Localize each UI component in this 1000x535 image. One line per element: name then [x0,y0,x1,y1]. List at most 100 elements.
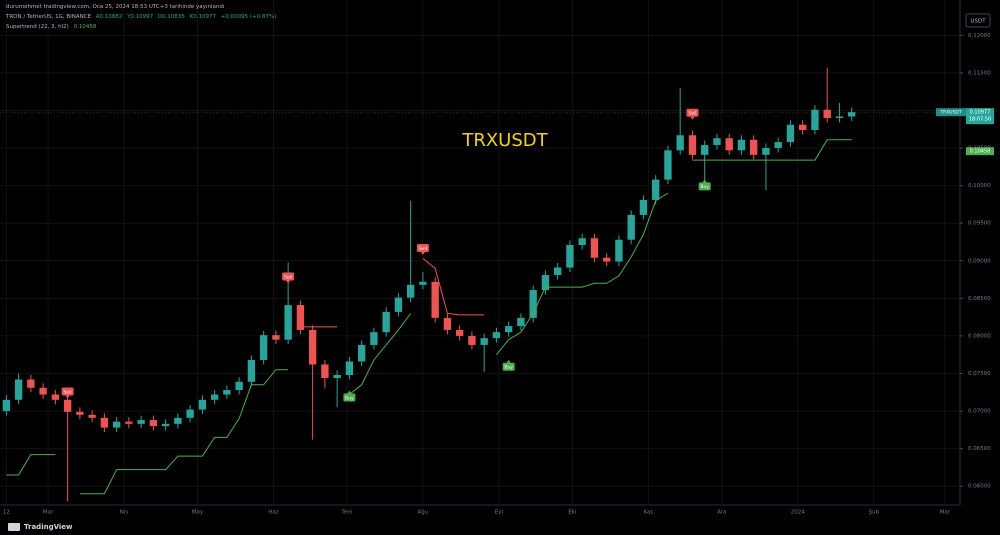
y-tick-label: 0.12000 [968,33,991,39]
candle-body [14,379,23,400]
candle-body [210,394,219,400]
candle-body [455,329,464,336]
candle-body [615,239,623,262]
candle-body [762,148,770,155]
candle-body [333,374,341,378]
signal-box [61,387,74,396]
candle-body [370,332,378,345]
signal: Buy [698,179,711,191]
ohlc-low: D0.10835 [157,14,185,20]
signal-pointer [702,179,707,183]
candle-body [443,317,452,330]
y-tick-label: 0.07000 [968,409,991,415]
signal-pointer [65,395,70,399]
candle-body [39,387,47,395]
ohlc-close: K0.10977 [189,14,217,20]
candle-body [51,394,60,400]
y-tick-label: 0.09000 [968,258,991,264]
y-tick-label: 0.06000 [968,484,991,490]
candle-body [174,417,182,424]
candle-body [553,267,562,276]
signal-box [343,393,356,402]
candle-body [737,139,746,151]
candle-body [566,244,574,268]
signal: Sell [282,272,295,284]
signal: Sell [416,243,429,255]
signal-label: Buy [345,395,354,401]
x-tick-label: May [192,510,204,516]
candle-body [149,420,158,427]
candle-body [492,332,501,339]
signal-pointer [690,116,695,120]
signal-box [502,362,515,371]
publisher-line: durumehmet tradingview.com, Oca 25, 2024… [6,2,279,12]
candle-body [835,116,844,118]
x-tick-label: 2024 [791,510,805,516]
candle-body [639,199,648,215]
axis-unit: USDT [970,19,986,25]
candle-body [63,399,72,412]
x-tick-label: Ağu [418,509,429,516]
logo-icon [8,523,20,531]
ohlc-high: Y0.10997 [127,14,154,20]
y-tick-label: 0.10000 [968,183,991,189]
candle-body [272,335,280,340]
candle-body [357,344,366,362]
candle-body [76,411,84,415]
signal-label: Sell [688,111,696,117]
candle-body [2,399,11,412]
symbol-tag-box [936,108,966,117]
candle-body [235,381,243,391]
candle-body [676,135,684,151]
indicator-line: Supertrend (22, 3, hl2) 0.10458 [6,22,279,32]
unit-box [965,13,991,28]
candle-body [419,281,427,285]
price-tag-box [966,108,994,125]
candle-body [799,124,807,131]
candle-body [578,238,586,245]
candle-body [603,257,611,262]
signal-label: Sell [284,274,292,280]
candle-body [480,338,488,345]
x-tick-label: Ara [717,510,726,516]
y-tick-label: 0.08500 [968,296,991,302]
signal-box [698,182,711,191]
logo: TradingView [8,523,73,531]
x-tick-label: Kas [643,510,653,516]
candle-body [750,139,758,155]
candle-body [431,281,439,318]
candle-body [161,423,170,427]
ohlc-open: A0.10882 [95,14,123,20]
candle-body [345,361,354,375]
grid [0,0,960,505]
x-tick-label: Tem [340,510,352,516]
signal-pointer [286,280,291,284]
candle-body [627,214,635,240]
candle-body [100,417,109,428]
symbol-tag: TRXUSDT [939,110,962,116]
candle-body [664,150,672,180]
signal-pointer [506,359,511,363]
indicator-name: Supertrend (22, 3, hl2) [6,24,69,30]
y-tick-label: 0.11500 [968,70,991,76]
candle-body [394,297,403,312]
candle-body [541,275,550,291]
price-tag-countdown: 18:07:50 [969,117,991,123]
candle-body [198,399,207,410]
signal-label: Buy [504,365,513,371]
signal: Buy [502,359,515,371]
candle-body [823,109,831,118]
candle-body [247,359,256,382]
signal-label: Buy [700,184,709,190]
candle-body [468,335,476,345]
candle-body [517,317,525,327]
candle-body [786,124,795,143]
candle-body [125,421,133,424]
candle-body [848,112,856,117]
candle-body [652,179,660,200]
candle-body [284,305,292,340]
x-tick-label: Şub [869,510,880,516]
symbol-line: TRON / TetherUS, 1G, BINANCE A0.10882 Y0… [6,12,279,22]
candle-body [308,329,317,365]
